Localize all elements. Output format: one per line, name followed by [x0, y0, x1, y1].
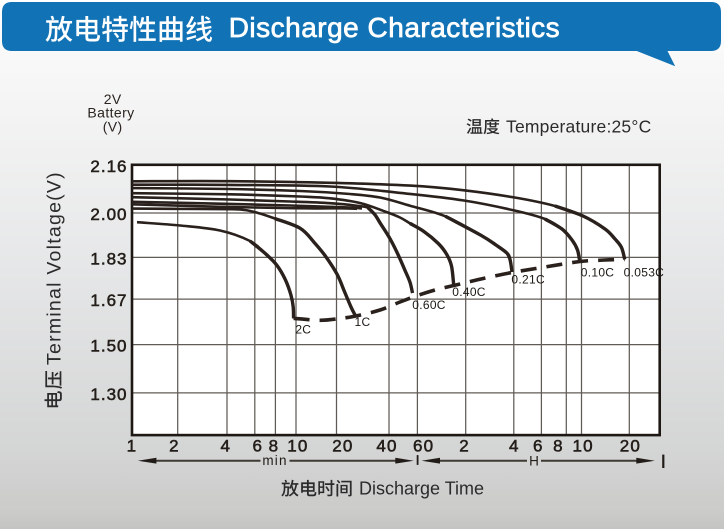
svg-text:2: 2 [459, 437, 470, 456]
svg-text:Discharge Time: Discharge Time [359, 479, 484, 499]
svg-text:1.50: 1.50 [90, 337, 127, 356]
svg-text:10: 10 [573, 437, 594, 456]
svg-text:1.67: 1.67 [90, 291, 127, 310]
svg-text:8: 8 [553, 437, 564, 456]
svg-text:0.40C: 0.40C [452, 285, 486, 299]
svg-text:0.60C: 0.60C [412, 298, 446, 312]
svg-text:Terminal Voltage(V): Terminal Voltage(V) [44, 171, 66, 365]
svg-text:0.21C: 0.21C [511, 273, 545, 287]
svg-text:2V: 2V [104, 91, 122, 107]
svg-text:20: 20 [620, 437, 641, 456]
svg-text:40: 40 [376, 437, 397, 456]
svg-text:4: 4 [509, 437, 520, 456]
svg-text:1C: 1C [355, 315, 371, 329]
svg-text:H: H [529, 453, 539, 468]
svg-text:1.30: 1.30 [90, 385, 127, 404]
svg-text:Battery: Battery [87, 105, 134, 121]
svg-text:2: 2 [169, 437, 180, 456]
svg-text:Discharge Characteristics: Discharge Characteristics [229, 12, 561, 43]
svg-text:4: 4 [220, 437, 231, 456]
svg-text:6: 6 [533, 437, 544, 456]
svg-text:2C: 2C [295, 323, 311, 337]
svg-text:(V): (V) [103, 119, 123, 135]
svg-text:8: 8 [269, 437, 280, 456]
svg-text:6: 6 [252, 437, 263, 456]
svg-text:0.10C: 0.10C [581, 265, 615, 279]
svg-text:60: 60 [413, 437, 434, 456]
svg-text:2.16: 2.16 [90, 157, 127, 176]
svg-text:Temperature:25°C: Temperature:25°C [506, 117, 651, 137]
svg-text:10: 10 [287, 437, 308, 456]
svg-text:1: 1 [127, 437, 138, 456]
svg-text:20: 20 [332, 437, 353, 456]
svg-text:min: min [262, 453, 287, 468]
svg-text:1.83: 1.83 [90, 249, 127, 268]
svg-text:2.00: 2.00 [90, 205, 127, 224]
svg-text:0.053C: 0.053C [624, 265, 665, 279]
